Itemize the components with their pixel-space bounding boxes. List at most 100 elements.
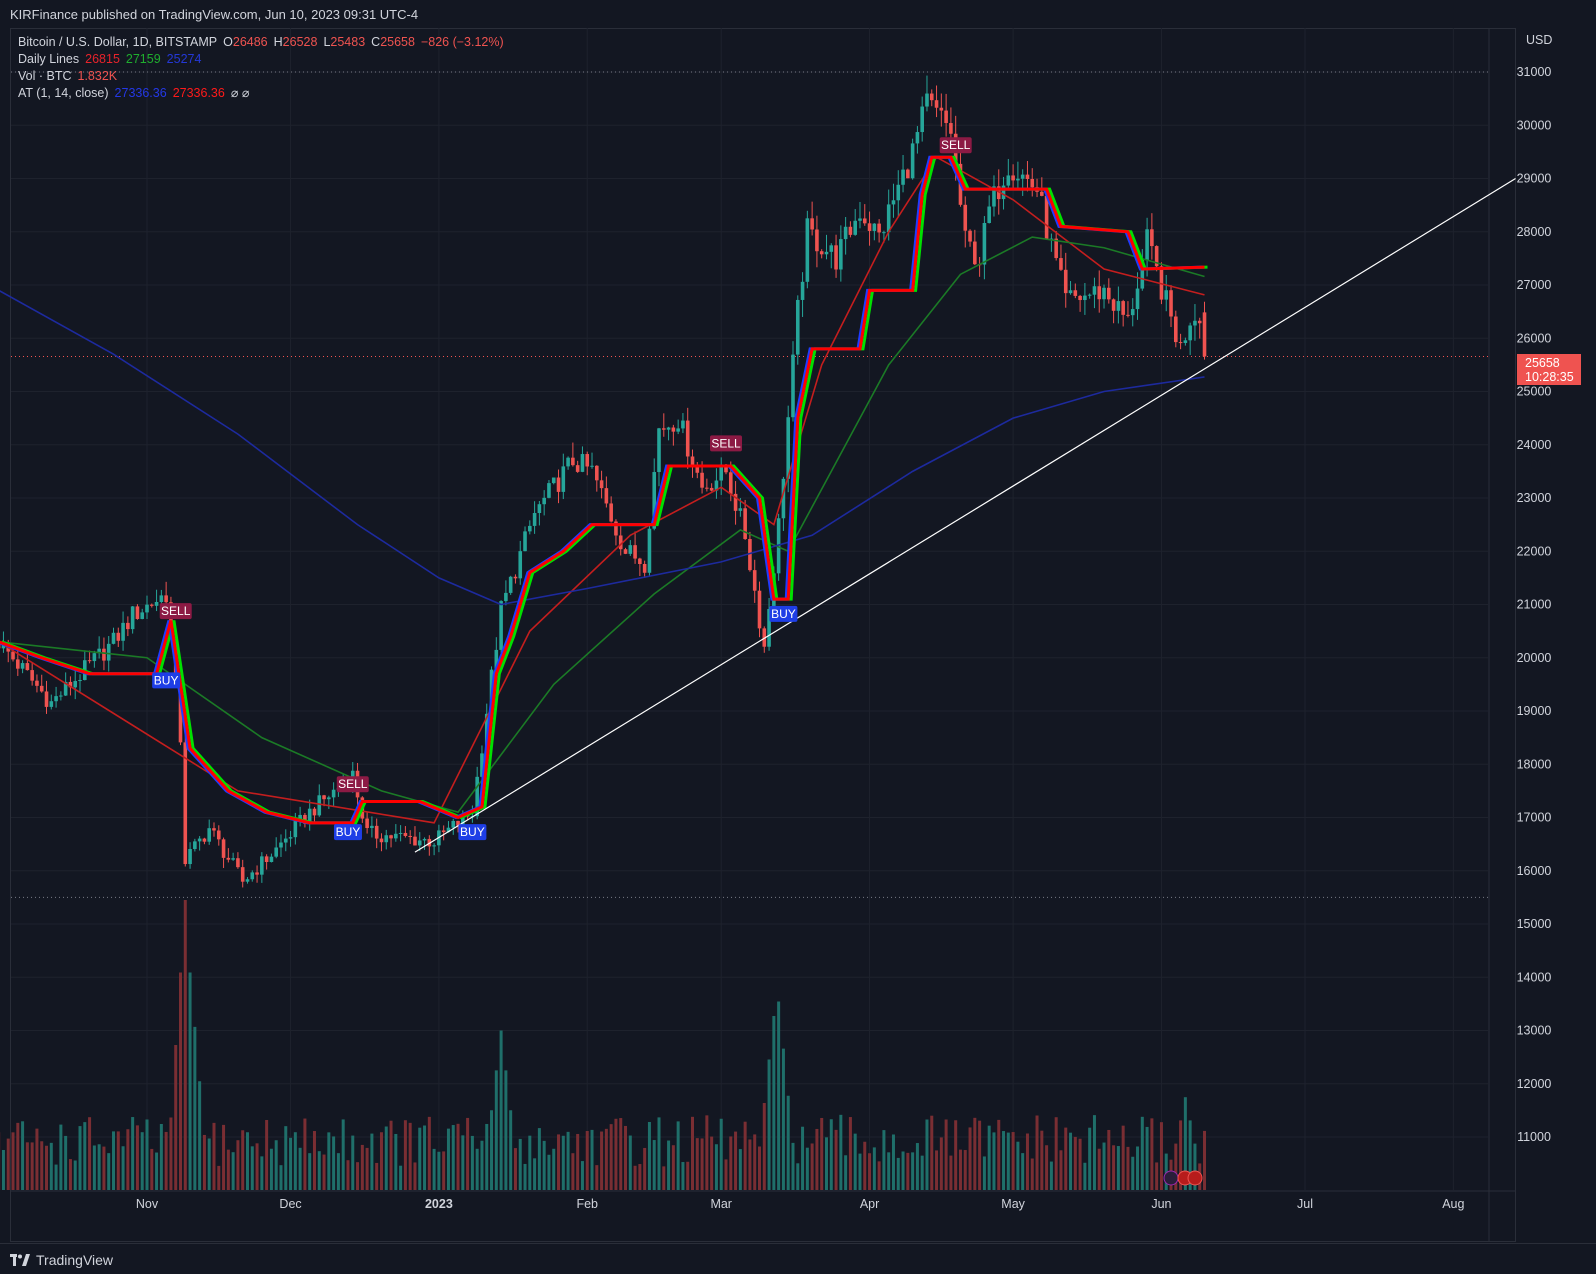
legend-volume-row[interactable]: Vol · BTC 1.832K bbox=[18, 68, 510, 85]
candle-body bbox=[92, 653, 97, 662]
candle-body bbox=[106, 643, 111, 661]
candle-body bbox=[623, 549, 628, 554]
candle-body bbox=[537, 504, 542, 514]
volume-bar bbox=[729, 1136, 733, 1190]
volume-bar bbox=[92, 1145, 96, 1190]
candle-body bbox=[456, 820, 460, 826]
volume-bar bbox=[1025, 1133, 1029, 1190]
open-label: O bbox=[223, 35, 233, 49]
volume-bar bbox=[537, 1128, 541, 1190]
volume-bar bbox=[265, 1119, 269, 1190]
price-tick-label: 23000 bbox=[1517, 491, 1552, 505]
volume-bar bbox=[571, 1153, 575, 1190]
volume-bar bbox=[954, 1120, 958, 1190]
candle-body bbox=[518, 551, 523, 579]
volume-bar bbox=[1174, 1143, 1178, 1190]
volume-bar bbox=[1159, 1122, 1163, 1190]
candle-body bbox=[116, 632, 121, 641]
signal-badge bbox=[710, 435, 742, 452]
volume-bar bbox=[628, 1135, 632, 1190]
volume-bar bbox=[112, 1131, 116, 1190]
volume-bar bbox=[781, 1048, 785, 1190]
legend-daily-lines-row[interactable]: Daily Lines 26815 27159 25274 bbox=[18, 51, 510, 68]
candle-body bbox=[566, 457, 570, 467]
volume-bar bbox=[992, 1132, 996, 1190]
volume-bar bbox=[777, 1001, 781, 1190]
candle-body bbox=[829, 245, 834, 252]
volume-bar bbox=[667, 1140, 671, 1190]
volume-bar bbox=[868, 1153, 872, 1190]
legend-at-row[interactable]: AT (1, 14, close) 27336.36 27336.36 ⌀ ⌀ bbox=[18, 85, 510, 102]
volume-bar bbox=[45, 1145, 49, 1190]
candle-body bbox=[1078, 295, 1082, 301]
volume-bar bbox=[590, 1129, 594, 1190]
candle-body bbox=[44, 691, 49, 707]
footer-bar: TradingView bbox=[0, 1243, 1596, 1274]
volume-bar bbox=[351, 1135, 355, 1190]
daily-line-blue-value: 25274 bbox=[166, 52, 202, 66]
volume-bar bbox=[116, 1131, 120, 1190]
candle-body bbox=[1135, 288, 1140, 310]
volume-bar bbox=[121, 1146, 125, 1190]
candle-body bbox=[264, 856, 269, 863]
candle-body bbox=[973, 241, 977, 265]
volume-bar bbox=[753, 1134, 757, 1190]
volume-bar bbox=[958, 1149, 962, 1190]
volume-bar bbox=[1116, 1146, 1120, 1190]
volume-bar bbox=[83, 1122, 87, 1190]
volume-bar bbox=[499, 1030, 503, 1190]
candle-body bbox=[63, 681, 68, 696]
candle-body bbox=[16, 659, 20, 669]
candle-body bbox=[896, 184, 901, 201]
candle-body bbox=[523, 531, 527, 552]
candle-body bbox=[68, 681, 73, 688]
candle-body bbox=[867, 223, 872, 231]
volume-bar bbox=[724, 1159, 728, 1190]
high-label: H bbox=[273, 35, 283, 49]
tradingview-brand[interactable]: TradingView bbox=[10, 1252, 113, 1268]
candle-body bbox=[193, 841, 197, 850]
volume-bar bbox=[107, 1153, 111, 1190]
countdown-value: 10:28:35 bbox=[1525, 370, 1574, 384]
last-price-value: 25658 bbox=[1525, 356, 1560, 370]
volume-bar bbox=[1121, 1125, 1125, 1190]
volume-bar bbox=[289, 1137, 293, 1190]
candle-body bbox=[121, 622, 125, 641]
trendline bbox=[414, 177, 1516, 853]
candle-body bbox=[709, 487, 714, 491]
volume-bar bbox=[643, 1147, 647, 1190]
price-tick-label: 16000 bbox=[1517, 864, 1552, 878]
candle-body bbox=[202, 838, 207, 842]
volume-bar bbox=[772, 1016, 776, 1190]
candle-body bbox=[1202, 312, 1207, 357]
volume-bar bbox=[389, 1120, 393, 1190]
moving-average-red-ma bbox=[0, 156, 1205, 824]
candle-body bbox=[1140, 259, 1145, 289]
event-flag-icon bbox=[1187, 1170, 1203, 1186]
candle-body bbox=[298, 814, 302, 821]
candle-body bbox=[987, 206, 991, 223]
price-tick-label: 24000 bbox=[1517, 438, 1552, 452]
volume-bar bbox=[1155, 1162, 1159, 1190]
candle-body bbox=[164, 595, 168, 603]
price-tick-label: 21000 bbox=[1517, 598, 1552, 612]
candle-body bbox=[920, 106, 924, 133]
candle-body bbox=[676, 428, 680, 432]
legend-symbol-row[interactable]: Bitcoin / U.S. Dollar, 1D, BITSTAMP O2648… bbox=[18, 34, 510, 51]
candle-body bbox=[269, 856, 274, 863]
volume-bar bbox=[652, 1140, 656, 1190]
candle-body bbox=[451, 820, 456, 828]
candle-body bbox=[1083, 295, 1087, 301]
currency-label[interactable]: USD bbox=[1526, 33, 1553, 47]
published-text: KIRFinance published on TradingView.com,… bbox=[10, 7, 419, 22]
volume-bar bbox=[805, 1147, 809, 1190]
volume-bar bbox=[68, 1159, 72, 1190]
high-value: 26528 bbox=[282, 35, 318, 49]
candle-body bbox=[963, 204, 968, 231]
price-tick-label: 25000 bbox=[1517, 385, 1552, 399]
candle-body bbox=[432, 845, 436, 847]
volume-bar bbox=[691, 1116, 695, 1190]
candle-body bbox=[929, 93, 934, 101]
candle-body bbox=[274, 847, 278, 857]
